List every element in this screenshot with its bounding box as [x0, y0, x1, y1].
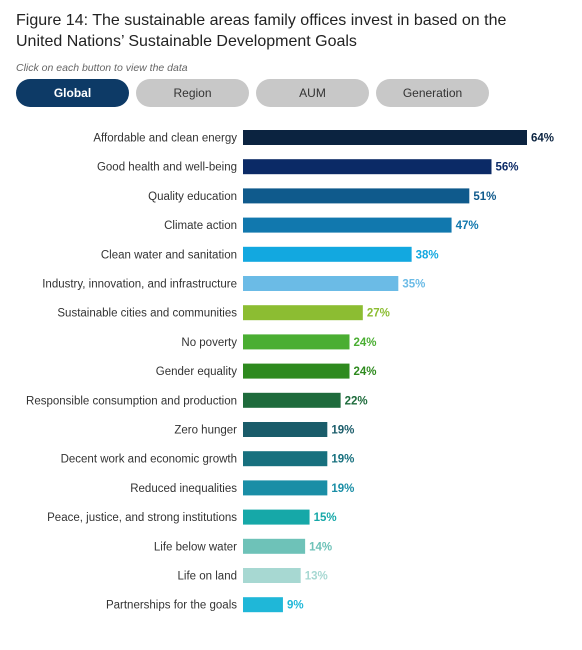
value-label: 19% — [331, 425, 354, 437]
bar[interactable] — [243, 451, 328, 467]
value-label: 27% — [367, 308, 390, 320]
bar[interactable] — [243, 159, 492, 175]
category-label: Industry, innovation, and infrastructure — [42, 279, 237, 291]
category-label: Climate action — [164, 220, 237, 232]
value-label: 15% — [314, 512, 337, 524]
category-label: Responsible consumption and production — [26, 395, 237, 407]
bar-chart: Affordable and clean energy 64% Good healt… — [26, 130, 554, 613]
value-label: 9% — [287, 600, 304, 612]
bar[interactable] — [243, 276, 399, 291]
bar[interactable] — [243, 597, 283, 613]
bar[interactable] — [243, 363, 350, 379]
value-label: 14% — [309, 541, 332, 553]
bar[interactable] — [243, 130, 527, 145]
tab-generation[interactable]: Generation — [376, 79, 489, 107]
value-label: 64% — [531, 133, 554, 145]
category-label: Quality education — [148, 191, 237, 203]
value-label: 24% — [354, 366, 377, 378]
chart-title: Figure 14: The sustainable areas family … — [16, 12, 507, 50]
category-label: Clean water and sanitation — [101, 249, 237, 261]
bar[interactable] — [243, 217, 452, 233]
category-label: Zero hunger — [174, 425, 237, 437]
value-label: 35% — [402, 279, 425, 291]
category-label: Partnerships for the goals — [106, 600, 237, 612]
category-label: Good health and well-being — [97, 162, 237, 174]
category-label: Life below water — [154, 541, 237, 553]
value-label: 19% — [331, 454, 354, 466]
bar[interactable] — [243, 568, 301, 583]
value-label: 24% — [354, 337, 377, 349]
tab-global[interactable]: Global — [16, 79, 129, 107]
category-label: Sustainable cities and communities — [57, 308, 237, 320]
tab-region[interactable]: Region — [136, 79, 249, 107]
bar[interactable] — [243, 509, 310, 525]
value-label: 38% — [416, 249, 439, 261]
category-label: Life on land — [178, 571, 237, 583]
category-label: No poverty — [181, 337, 237, 349]
bar[interactable] — [243, 188, 470, 204]
category-label: Decent work and economic growth — [61, 454, 237, 466]
bar[interactable] — [243, 538, 306, 554]
category-label: Peace, justice, and strong institutions — [47, 512, 237, 524]
value-label: 56% — [496, 162, 519, 174]
bar[interactable] — [243, 246, 412, 262]
bar[interactable] — [243, 305, 363, 321]
tab-aum[interactable]: AUM — [256, 79, 369, 107]
bar[interactable] — [243, 392, 341, 408]
bar[interactable] — [243, 480, 328, 496]
chart-subtitle: Click on each button to view the data — [16, 62, 188, 74]
bar[interactable] — [243, 422, 328, 437]
category-label: Gender equality — [156, 366, 237, 378]
bar[interactable] — [243, 334, 350, 350]
value-label: 47% — [456, 220, 479, 232]
category-label: Affordable and clean energy — [93, 133, 237, 145]
value-label: 13% — [305, 571, 328, 583]
value-label: 22% — [345, 395, 368, 407]
category-label: Reduced inequalities — [130, 483, 237, 495]
value-label: 51% — [473, 191, 496, 203]
value-label: 19% — [331, 483, 354, 495]
